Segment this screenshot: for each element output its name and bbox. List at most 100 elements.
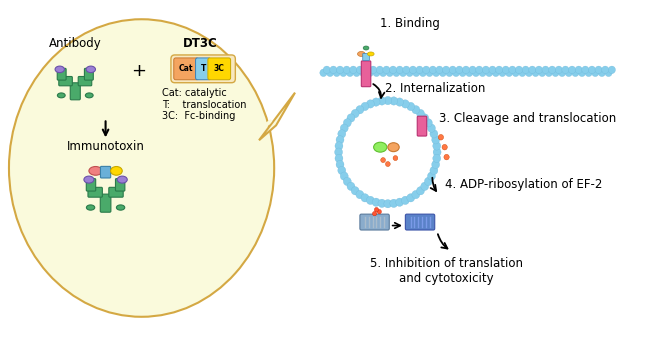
- Circle shape: [396, 66, 403, 73]
- Circle shape: [495, 66, 502, 73]
- Text: 3C: 3C: [214, 64, 225, 73]
- Circle shape: [532, 69, 539, 76]
- FancyBboxPatch shape: [58, 76, 72, 86]
- Circle shape: [385, 162, 390, 167]
- Circle shape: [326, 69, 333, 76]
- Circle shape: [522, 66, 529, 73]
- Circle shape: [366, 69, 374, 76]
- Text: +: +: [131, 62, 146, 80]
- Text: Immunotoxin: Immunotoxin: [67, 140, 144, 153]
- Circle shape: [407, 194, 415, 202]
- Circle shape: [421, 114, 429, 122]
- Circle shape: [605, 69, 612, 76]
- Circle shape: [569, 66, 576, 73]
- Circle shape: [383, 66, 390, 73]
- Circle shape: [389, 66, 396, 73]
- Ellipse shape: [367, 52, 374, 56]
- Circle shape: [432, 69, 440, 76]
- Circle shape: [336, 136, 344, 144]
- Text: DT3C: DT3C: [183, 36, 218, 50]
- Circle shape: [476, 66, 483, 73]
- Circle shape: [442, 144, 447, 150]
- Circle shape: [479, 69, 486, 76]
- Circle shape: [489, 66, 496, 73]
- Circle shape: [432, 136, 439, 144]
- Ellipse shape: [9, 19, 274, 317]
- Circle shape: [419, 69, 426, 76]
- Circle shape: [336, 160, 344, 169]
- Circle shape: [351, 187, 359, 195]
- Circle shape: [446, 69, 453, 76]
- Circle shape: [421, 182, 429, 190]
- Circle shape: [417, 109, 424, 118]
- FancyBboxPatch shape: [116, 178, 125, 191]
- Circle shape: [386, 69, 393, 76]
- Circle shape: [509, 66, 516, 73]
- Circle shape: [592, 69, 599, 76]
- Text: Cat: Cat: [179, 64, 193, 73]
- Circle shape: [436, 66, 443, 73]
- Text: T: T: [200, 64, 206, 73]
- Circle shape: [340, 124, 348, 132]
- Circle shape: [347, 182, 355, 190]
- Circle shape: [552, 69, 559, 76]
- Circle shape: [549, 66, 556, 73]
- Polygon shape: [259, 92, 295, 140]
- Circle shape: [353, 69, 360, 76]
- Circle shape: [356, 105, 364, 114]
- Circle shape: [565, 69, 573, 76]
- Circle shape: [588, 66, 595, 73]
- Circle shape: [572, 69, 579, 76]
- Ellipse shape: [358, 51, 365, 56]
- Circle shape: [372, 98, 380, 106]
- FancyBboxPatch shape: [417, 116, 426, 136]
- Circle shape: [506, 69, 513, 76]
- Circle shape: [410, 66, 417, 73]
- Circle shape: [433, 142, 441, 150]
- Text: 5. Inhibition of translation
and cytotoxicity: 5. Inhibition of translation and cytotox…: [370, 257, 523, 285]
- FancyBboxPatch shape: [84, 68, 94, 80]
- Circle shape: [356, 190, 364, 199]
- Circle shape: [340, 69, 347, 76]
- Circle shape: [555, 66, 562, 73]
- Circle shape: [545, 69, 552, 76]
- Circle shape: [403, 66, 410, 73]
- Circle shape: [378, 97, 386, 105]
- FancyBboxPatch shape: [70, 83, 81, 100]
- Ellipse shape: [85, 93, 93, 98]
- Circle shape: [439, 69, 447, 76]
- FancyBboxPatch shape: [78, 76, 92, 86]
- Text: 3C:  Fc-binding: 3C: Fc-binding: [162, 112, 236, 121]
- Text: 4. ADP-ribosylation of EF-2: 4. ADP-ribosylation of EF-2: [445, 178, 602, 191]
- Circle shape: [401, 196, 410, 205]
- Circle shape: [335, 148, 343, 156]
- Ellipse shape: [116, 205, 125, 210]
- Circle shape: [416, 66, 423, 73]
- Circle shape: [433, 154, 441, 163]
- Circle shape: [347, 114, 355, 122]
- FancyBboxPatch shape: [88, 187, 102, 197]
- FancyBboxPatch shape: [174, 58, 198, 80]
- Circle shape: [335, 154, 343, 163]
- Circle shape: [412, 190, 420, 199]
- Circle shape: [367, 196, 374, 205]
- Text: T:    translocation: T: translocation: [162, 100, 247, 109]
- FancyBboxPatch shape: [101, 166, 111, 178]
- Circle shape: [343, 119, 351, 127]
- Ellipse shape: [57, 93, 65, 98]
- Circle shape: [330, 66, 337, 73]
- Polygon shape: [243, 120, 271, 150]
- Circle shape: [499, 69, 506, 76]
- Circle shape: [350, 66, 357, 73]
- Circle shape: [384, 97, 392, 105]
- Ellipse shape: [55, 66, 64, 73]
- Circle shape: [363, 66, 370, 73]
- Circle shape: [351, 109, 359, 118]
- Circle shape: [582, 66, 589, 73]
- Circle shape: [585, 69, 592, 76]
- Circle shape: [578, 69, 586, 76]
- Circle shape: [525, 69, 532, 76]
- Circle shape: [429, 66, 436, 73]
- Circle shape: [482, 66, 489, 73]
- Circle shape: [390, 97, 398, 105]
